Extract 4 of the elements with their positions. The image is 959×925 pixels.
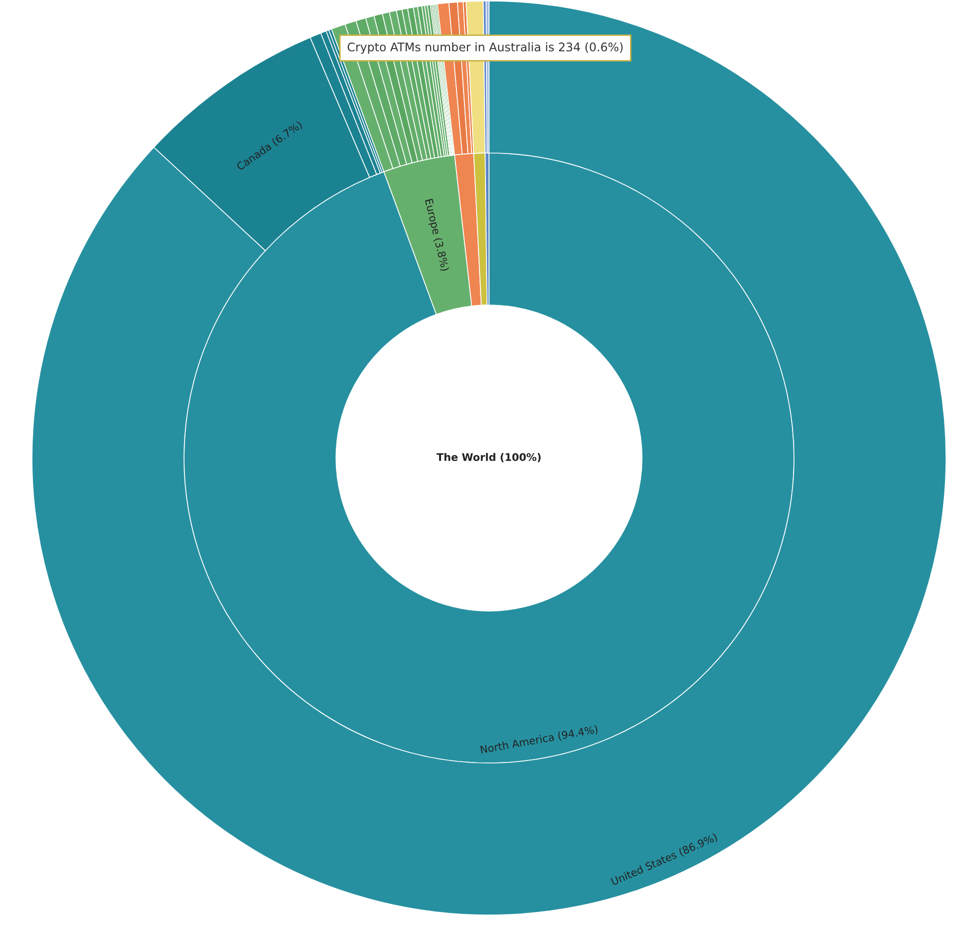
- text: The World (100%): [436, 452, 541, 462]
- data-label: North America (94.4%): [480, 724, 598, 755]
- text: Crypto ATMs number in Australia is 234 (0.6%): [348, 42, 623, 54]
- data-label: Europe (3.8%): [422, 198, 450, 272]
